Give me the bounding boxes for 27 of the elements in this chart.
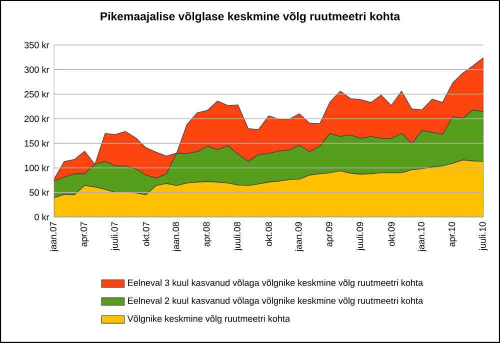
x-tick-label: apr.07: [80, 222, 89, 247]
x-tick-label: juuli.09: [356, 222, 365, 251]
x-tick-label: jaan.07: [50, 222, 58, 252]
x-tick-label: juuli.10: [479, 222, 488, 251]
y-tick-label: 200 kr: [24, 115, 50, 122]
legend-label: Võlgnike keskmine võlg ruutmeetri kohta: [127, 315, 290, 324]
x-tick-label: okt.08: [265, 222, 272, 246]
x-tick-label: juuli.08: [234, 222, 242, 251]
x-tick-label: jaan.08: [172, 222, 181, 252]
legend-label: Eelneval 3 kuul kasvanud võlaga võlgnike keskmine võlg ruutmeetri kohta: [128, 279, 424, 288]
y-tick-label: 250 kr: [24, 90, 50, 98]
x-tick-label: jaan.10: [418, 222, 426, 252]
chart-title: Pikemaajalise võlglase keskmine võlg ruutmeetri kohta: [100, 12, 400, 23]
y-tick-label: 300 kr: [24, 66, 50, 73]
x-tick-label: apr.08: [203, 222, 212, 247]
legend-label: Eelneval 2 kuul kasvanud võlaga võlgnike keskmine võlg ruutmeetri kohta: [128, 297, 424, 306]
y-tick-label: 50 kr: [29, 189, 50, 196]
x-tick-label: apr.09: [326, 222, 334, 247]
x-tick-label: okt.07: [142, 222, 150, 246]
y-tick-label: 0 kr: [34, 214, 50, 220]
x-tick-label: juuli.07: [111, 222, 120, 251]
x-tick-label: jaan.09: [295, 222, 304, 252]
x-tick-label: okt.09: [388, 222, 395, 246]
x-tick-label: apr.10: [448, 222, 457, 247]
y-tick-label: 150 kr: [24, 140, 50, 147]
y-tick-label: 350 kr: [24, 42, 50, 48]
y-tick-label: 100 kr: [24, 164, 50, 172]
